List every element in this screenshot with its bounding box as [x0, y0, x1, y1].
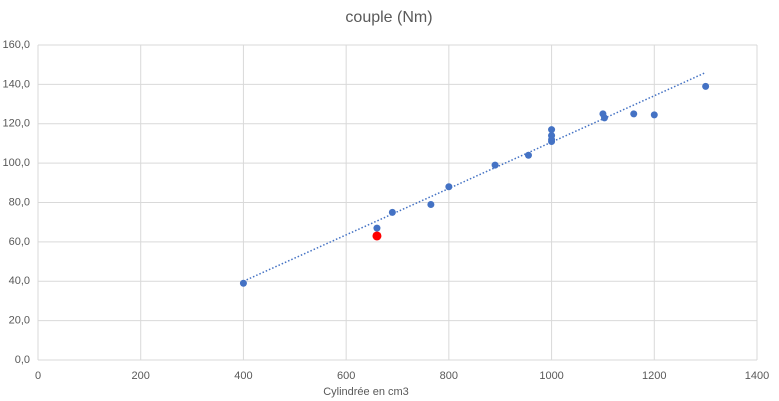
point — [630, 110, 638, 118]
x-tick-label: 1000 — [539, 370, 563, 382]
point — [548, 137, 556, 145]
y-tick-label: 160,0 — [2, 39, 30, 51]
chart-title: couple (Nm) — [345, 9, 432, 26]
x-tick-label: 600 — [337, 370, 355, 382]
x-tick-label: 1200 — [642, 370, 666, 382]
point — [702, 82, 710, 90]
x-tick-label: 1400 — [745, 370, 769, 382]
point — [524, 151, 532, 159]
y-tick-label: 20,0 — [9, 315, 30, 327]
point — [239, 279, 247, 287]
point — [445, 183, 453, 191]
x-tick-label: 800 — [440, 370, 458, 382]
y-tick-label: 80,0 — [9, 196, 30, 208]
point — [650, 111, 658, 119]
point — [491, 161, 499, 169]
y-tick-label: 120,0 — [2, 118, 30, 130]
point — [548, 126, 556, 134]
point — [373, 224, 381, 232]
trendline — [243, 71, 706, 282]
y-tick-label: 140,0 — [2, 78, 30, 90]
point — [427, 200, 435, 208]
x-tick-label: 200 — [132, 370, 150, 382]
point — [388, 208, 396, 216]
y-tick-label: 0,0 — [15, 354, 30, 366]
point — [372, 231, 382, 241]
point — [600, 114, 608, 122]
y-tick-label: 60,0 — [9, 236, 30, 248]
x-tick-label: 400 — [234, 370, 252, 382]
x-axis-label: Cylindrée en cm3 — [323, 386, 409, 398]
y-tick-label: 100,0 — [2, 157, 30, 169]
y-tick-label: 40,0 — [9, 275, 30, 287]
x-tick-label: 0 — [35, 370, 41, 382]
